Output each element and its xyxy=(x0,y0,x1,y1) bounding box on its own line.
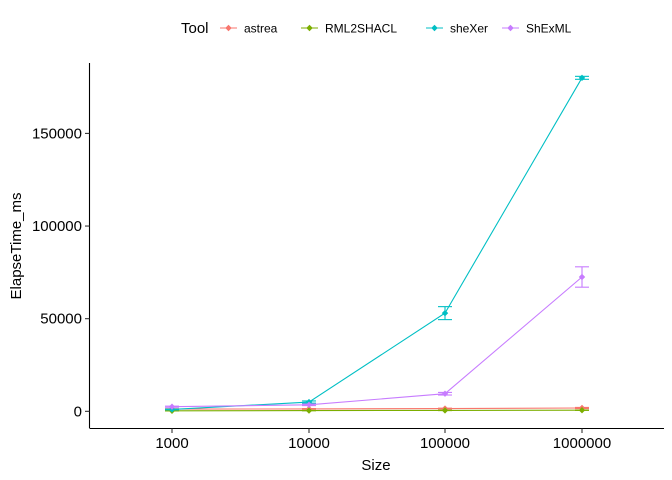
legend-label: RML2SHACL xyxy=(325,22,397,36)
legend-key-marker xyxy=(225,24,232,32)
data-point xyxy=(305,407,313,414)
series-line xyxy=(171,407,583,410)
x-tick-label: 1000 xyxy=(155,435,188,452)
plot-area xyxy=(165,74,589,414)
series-shexml xyxy=(165,266,589,410)
legend: Tool astrea RML2SHACL sheXer ShExML xyxy=(181,20,572,37)
data-point xyxy=(441,309,449,317)
legend-item: astrea xyxy=(220,22,278,36)
legend-key-marker xyxy=(306,24,313,32)
series-line xyxy=(171,276,583,408)
legend-label: sheXer xyxy=(450,22,488,36)
series-shexer xyxy=(165,74,589,413)
x-tick-label: 1000000 xyxy=(553,435,611,452)
legend-item: sheXer xyxy=(426,22,488,36)
legend-item: RML2SHACL xyxy=(301,22,397,36)
x-axis-title: Size xyxy=(361,457,390,474)
legend-title: Tool xyxy=(181,20,209,37)
data-point xyxy=(441,390,449,397)
data-point xyxy=(578,407,586,414)
data-point xyxy=(578,273,586,281)
y-tick-label: 100000 xyxy=(32,218,82,235)
data-point xyxy=(441,407,449,414)
x-tick-label: 100000 xyxy=(420,435,470,452)
legend-key-marker xyxy=(507,24,514,32)
legend-label: ShExML xyxy=(526,22,572,36)
x-tick-label: 10000 xyxy=(288,435,330,452)
y-tick-label: 0 xyxy=(74,403,82,420)
y-axis-title: ElapseTime_ms xyxy=(8,193,25,300)
data-point xyxy=(168,403,176,410)
data-point xyxy=(305,401,313,409)
series-rml2shacl xyxy=(165,407,589,414)
series-line xyxy=(171,77,583,411)
data-point xyxy=(578,74,586,82)
legend-key-marker xyxy=(431,24,438,32)
y-tick-label: 150000 xyxy=(32,125,82,142)
legend-item: ShExML xyxy=(502,22,572,36)
y-tick-label: 50000 xyxy=(40,311,82,328)
legend-label: astrea xyxy=(244,22,278,36)
series-line xyxy=(171,409,583,412)
